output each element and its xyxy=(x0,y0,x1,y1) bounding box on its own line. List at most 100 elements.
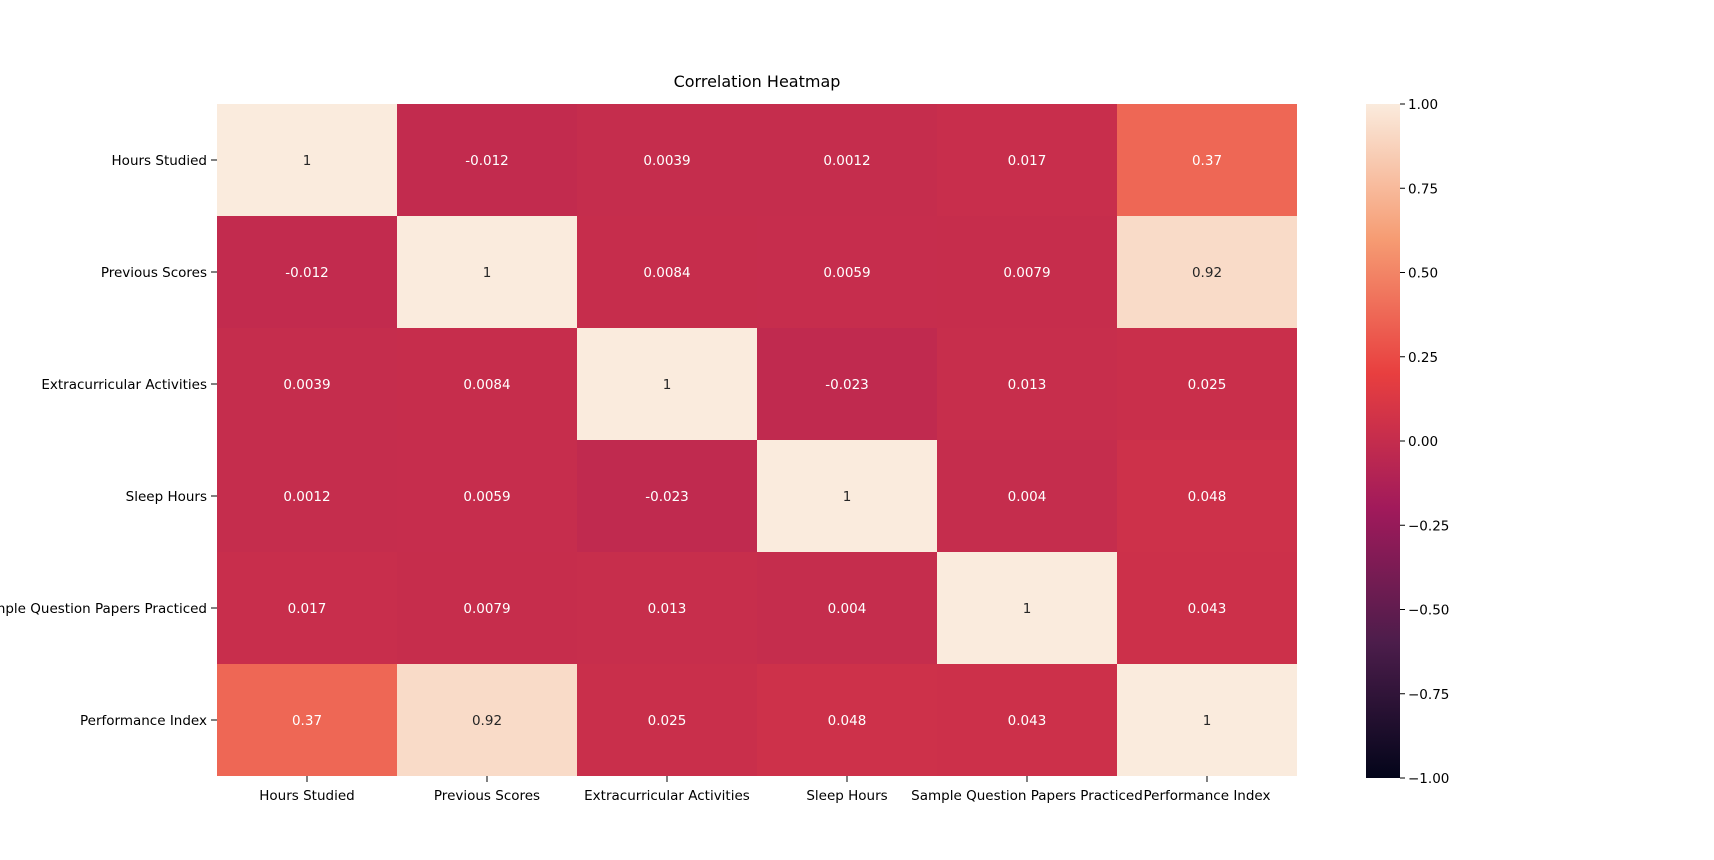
heatmap-cell xyxy=(937,552,1117,664)
colorbar-tick-label: −0.50 xyxy=(1408,603,1449,619)
cell-value-label: 0.013 xyxy=(1008,377,1047,393)
cell-value-label: 1 xyxy=(1203,713,1212,729)
cell-value-label: 0.0079 xyxy=(463,601,510,617)
colorbar-tick-label: −1.00 xyxy=(1408,771,1449,787)
cell-value-label: 0.048 xyxy=(828,713,867,729)
heatmap-cell xyxy=(937,328,1117,440)
x-tick-label: Hours Studied xyxy=(259,788,354,804)
heatmap-cell xyxy=(577,328,757,440)
cell-value-label: 0.0079 xyxy=(1003,265,1050,281)
cell-value-label: 0.92 xyxy=(1192,265,1222,281)
y-tick-label: Performance Index xyxy=(80,713,207,729)
heatmap-cell xyxy=(577,440,757,552)
colorbar-tick-label: 0.25 xyxy=(1408,350,1438,366)
heatmap-cell xyxy=(577,664,757,776)
heatmap-cell xyxy=(217,104,397,216)
heatmap-cell xyxy=(217,216,397,328)
x-axis: Hours Studied Previous Scores Extracurricu… xyxy=(259,776,1271,804)
heatmap-cell xyxy=(397,664,577,776)
heatmap-cell xyxy=(757,328,937,440)
heatmap-cell xyxy=(937,664,1117,776)
x-tick-label: Extracurricular Activities xyxy=(584,788,750,804)
heatmap-cell xyxy=(1117,328,1297,440)
cell-value-label: 0.92 xyxy=(472,713,502,729)
heatmap-cell xyxy=(217,440,397,552)
chart-title: Correlation Heatmap xyxy=(674,72,841,91)
cell-value-label: 0.004 xyxy=(1008,489,1047,505)
cell-value-label: 0.0012 xyxy=(823,153,870,169)
heatmap-annotations: 1 -0.012 0.0039 0.0012 0.017 0.37 -0.012 1 0.008… xyxy=(283,153,1226,729)
heatmap-cell xyxy=(1117,552,1297,664)
heatmap-cell xyxy=(577,104,757,216)
y-axis: Hours Studied Previous Scores Extracurricu… xyxy=(0,153,217,729)
heatmap-cell xyxy=(757,664,937,776)
heatmap-cell xyxy=(757,104,937,216)
colorbar-tick-label: −0.75 xyxy=(1408,687,1449,703)
heatmap-cell xyxy=(757,440,937,552)
x-tick-label: Sleep Hours xyxy=(806,788,887,804)
cell-value-label: 0.048 xyxy=(1188,489,1227,505)
cell-value-label: 0.0012 xyxy=(283,489,330,505)
cell-value-label: 1 xyxy=(663,377,672,393)
cell-value-label: -0.012 xyxy=(465,153,509,169)
cell-value-label: 0.025 xyxy=(1188,377,1227,393)
cell-value-label: -0.023 xyxy=(645,489,689,505)
cell-value-label: 1 xyxy=(483,265,492,281)
heatmap-cell xyxy=(577,216,757,328)
heatmap-cell xyxy=(757,216,937,328)
heatmap-cell xyxy=(217,328,397,440)
heatmap-cell xyxy=(757,552,937,664)
y-tick-label: Extracurricular Activities xyxy=(41,377,207,393)
heatmap-cell xyxy=(217,552,397,664)
heatmap-cell xyxy=(1117,216,1297,328)
cell-value-label: 1 xyxy=(303,153,312,169)
cell-value-label: 0.0059 xyxy=(463,489,510,505)
cell-value-label: 0.043 xyxy=(1188,601,1227,617)
x-tick-label: Previous Scores xyxy=(434,788,540,804)
heatmap-cell xyxy=(397,440,577,552)
cell-value-label: 0.0059 xyxy=(823,265,870,281)
cell-value-label: 1 xyxy=(1023,601,1032,617)
colorbar-tick-label: 0.75 xyxy=(1408,181,1438,197)
cell-value-label: 0.013 xyxy=(648,601,687,617)
heatmap-cell xyxy=(217,664,397,776)
heatmap-cell xyxy=(1117,664,1297,776)
cell-value-label: 0.004 xyxy=(828,601,867,617)
heatmap-cells xyxy=(217,104,1297,776)
cell-value-label: 1 xyxy=(843,489,852,505)
cell-value-label: 0.017 xyxy=(288,601,327,617)
colorbar-tick-label: 1.00 xyxy=(1408,97,1438,113)
cell-value-label: 0.37 xyxy=(292,713,322,729)
y-tick-label: Hours Studied xyxy=(112,153,207,169)
heatmap-cell xyxy=(937,216,1117,328)
heatmap-cell xyxy=(397,216,577,328)
y-tick-label: Previous Scores xyxy=(101,265,207,281)
heatmap-cell xyxy=(397,328,577,440)
heatmap-cell xyxy=(397,552,577,664)
cell-value-label: 0.0039 xyxy=(283,377,330,393)
cell-value-label: 0.0084 xyxy=(463,377,510,393)
y-tick-label: Sleep Hours xyxy=(126,489,207,505)
colorbar-tick-label: −0.25 xyxy=(1408,518,1449,534)
heatmap-cell xyxy=(937,440,1117,552)
heatmap-cell xyxy=(937,104,1117,216)
y-tick-label: Sample Question Papers Practiced xyxy=(0,601,207,617)
x-tick-label: Performance Index xyxy=(1143,788,1270,804)
heatmap-cell xyxy=(1117,440,1297,552)
colorbar-gradient xyxy=(1366,104,1400,778)
cell-value-label: -0.023 xyxy=(825,377,869,393)
heatmap-cell xyxy=(1117,104,1297,216)
colorbar-tick-label: 0.50 xyxy=(1408,266,1438,282)
cell-value-label: 0.043 xyxy=(1008,713,1047,729)
cell-value-label: 0.025 xyxy=(648,713,687,729)
heatmap-cell xyxy=(577,552,757,664)
colorbar-tick-label: 0.00 xyxy=(1408,434,1438,450)
cell-value-label: 0.0039 xyxy=(643,153,690,169)
cell-value-label: -0.012 xyxy=(285,265,329,281)
cell-value-label: 0.0084 xyxy=(643,265,690,281)
cell-value-label: 0.017 xyxy=(1008,153,1047,169)
x-tick-label: Sample Question Papers Practiced xyxy=(911,788,1143,804)
cell-value-label: 0.37 xyxy=(1192,153,1222,169)
heatmap-cell xyxy=(397,104,577,216)
